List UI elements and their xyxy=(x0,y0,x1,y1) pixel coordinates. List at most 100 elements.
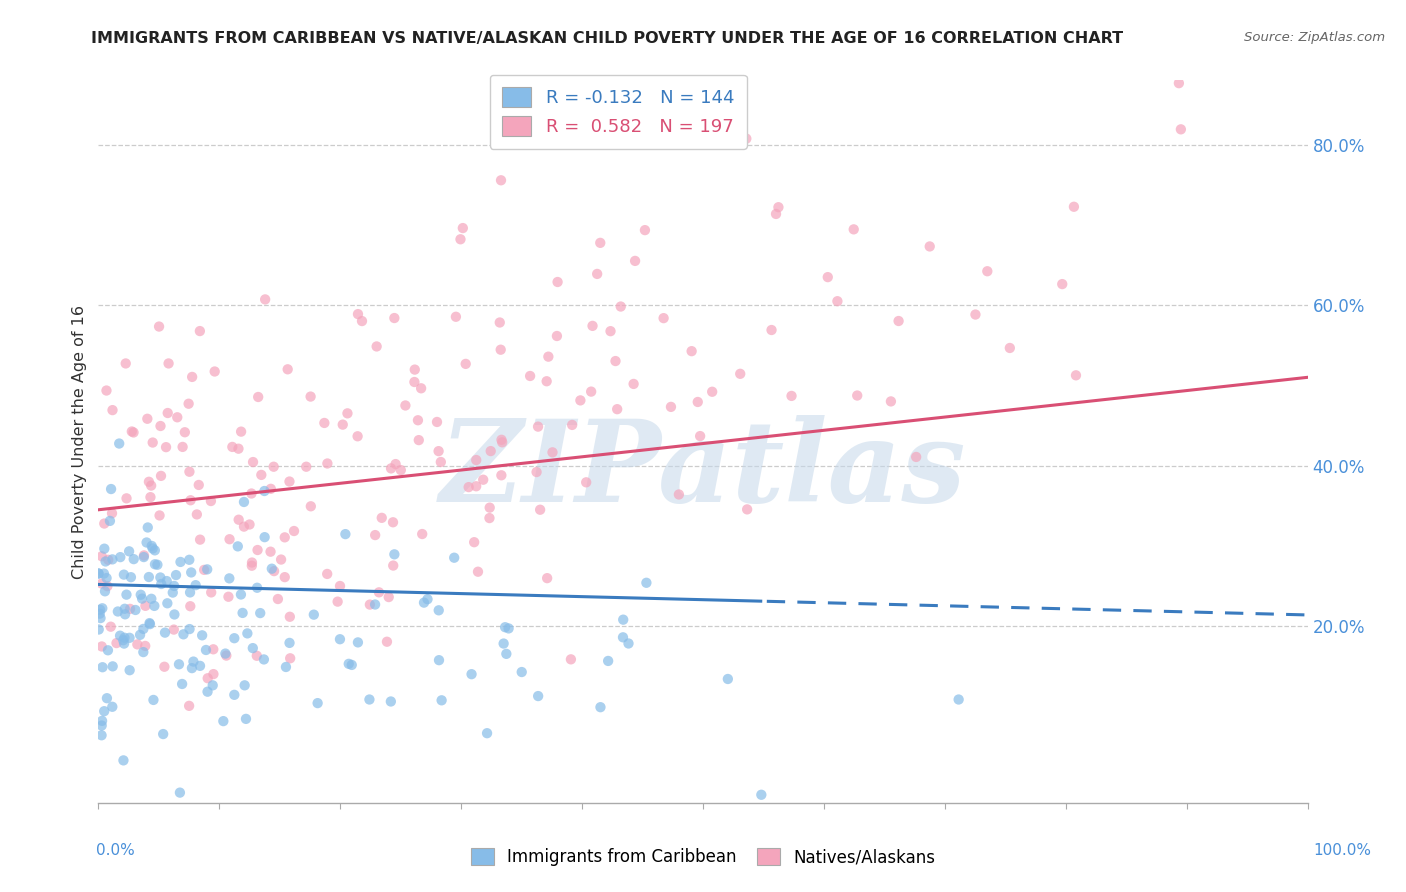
Point xyxy=(880,394,903,409)
Point xyxy=(138,570,160,584)
Point xyxy=(107,605,129,619)
Point xyxy=(173,425,195,440)
Point xyxy=(179,465,201,479)
Point xyxy=(375,634,398,648)
Point xyxy=(526,465,548,479)
Point xyxy=(142,435,165,450)
Point xyxy=(586,267,609,281)
Point xyxy=(451,221,474,235)
Point xyxy=(93,516,115,531)
Point xyxy=(765,207,787,221)
Point xyxy=(193,563,215,577)
Point xyxy=(233,678,256,692)
Point xyxy=(681,344,703,359)
Point xyxy=(149,419,172,434)
Point xyxy=(112,567,135,582)
Point xyxy=(134,639,156,653)
Point xyxy=(489,343,512,357)
Point xyxy=(492,636,515,650)
Legend: Immigrants from Caribbean, Natives/Alaskans: Immigrants from Caribbean, Natives/Alask… xyxy=(464,841,942,873)
Point xyxy=(329,579,352,593)
Point xyxy=(479,444,502,458)
Point xyxy=(172,440,194,454)
Point xyxy=(118,631,141,645)
Point xyxy=(547,275,569,289)
Point xyxy=(495,647,517,661)
Point xyxy=(299,500,322,514)
Point xyxy=(382,547,405,561)
Point xyxy=(299,390,322,404)
Point xyxy=(347,635,370,649)
Point xyxy=(494,132,516,146)
Point xyxy=(384,457,406,471)
Point xyxy=(761,323,783,337)
Point xyxy=(527,419,550,434)
Point xyxy=(156,406,179,420)
Point xyxy=(112,633,135,648)
Point xyxy=(846,388,869,402)
Point xyxy=(163,623,186,637)
Point xyxy=(541,445,564,459)
Point xyxy=(283,524,305,538)
Point xyxy=(115,491,138,506)
Point xyxy=(366,339,388,353)
Point xyxy=(97,553,120,567)
Point xyxy=(380,694,402,708)
Point xyxy=(108,629,131,643)
Point xyxy=(135,535,157,549)
Point xyxy=(195,562,218,576)
Point xyxy=(132,645,155,659)
Point xyxy=(263,564,285,578)
Point xyxy=(179,622,201,636)
Point xyxy=(131,591,153,606)
Point xyxy=(188,658,211,673)
Point xyxy=(278,651,301,665)
Point xyxy=(329,632,352,647)
Point xyxy=(93,566,115,581)
Point xyxy=(200,585,222,599)
Point xyxy=(238,517,260,532)
Point xyxy=(326,594,349,608)
Point xyxy=(965,308,987,322)
Point xyxy=(169,786,191,800)
Point xyxy=(599,324,621,338)
Point xyxy=(368,585,391,599)
Point xyxy=(202,642,225,657)
Point xyxy=(105,636,128,650)
Point xyxy=(605,354,627,368)
Point xyxy=(918,239,941,253)
Point xyxy=(249,606,271,620)
Point xyxy=(430,455,453,469)
Point xyxy=(686,395,709,409)
Point xyxy=(121,425,143,439)
Point xyxy=(217,590,239,604)
Legend: R = -0.132   N = 144, R =  0.582   N = 197: R = -0.132 N = 144, R = 0.582 N = 197 xyxy=(489,75,747,149)
Point xyxy=(617,636,640,650)
Point xyxy=(179,585,201,599)
Point xyxy=(134,599,156,613)
Point xyxy=(260,482,283,496)
Point xyxy=(569,393,592,408)
Point xyxy=(122,552,145,566)
Point xyxy=(702,384,724,399)
Point xyxy=(728,367,751,381)
Point xyxy=(177,397,200,411)
Point xyxy=(226,540,249,554)
Point xyxy=(142,693,165,707)
Point xyxy=(143,543,166,558)
Point xyxy=(229,587,252,601)
Point xyxy=(156,574,179,588)
Point xyxy=(110,550,132,565)
Point xyxy=(200,494,222,508)
Point xyxy=(478,500,501,515)
Point xyxy=(179,698,201,713)
Point xyxy=(278,609,301,624)
Point xyxy=(138,475,160,489)
Point xyxy=(624,253,647,268)
Point xyxy=(179,553,201,567)
Point xyxy=(138,616,160,631)
Point xyxy=(467,565,489,579)
Point xyxy=(905,450,928,464)
Point xyxy=(581,318,603,333)
Point xyxy=(382,558,405,573)
